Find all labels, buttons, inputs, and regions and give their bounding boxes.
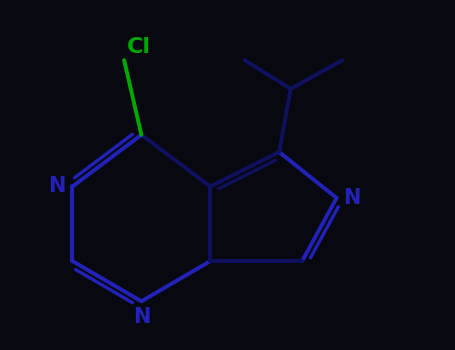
Text: N: N (48, 176, 66, 196)
Text: N: N (133, 307, 150, 327)
Text: Cl: Cl (127, 37, 151, 57)
Text: N: N (344, 188, 361, 208)
